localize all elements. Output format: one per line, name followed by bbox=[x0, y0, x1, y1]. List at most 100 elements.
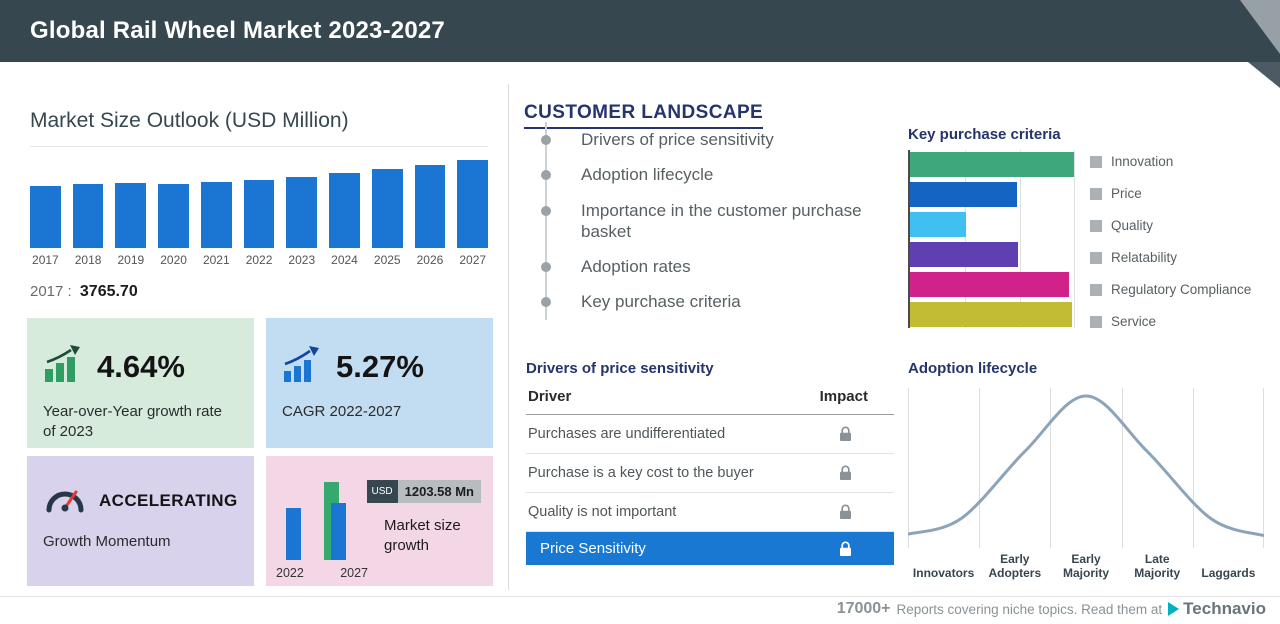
cagr-value: 5.27% bbox=[336, 348, 424, 384]
impact-column-header: Impact bbox=[819, 388, 868, 405]
market-bar-group: 2024 bbox=[329, 151, 360, 267]
market-bar-group: 2025 bbox=[371, 151, 403, 267]
market-size-chart: 2017 2018 2019 2020 2021 2022 2023 2024 2025 2026… bbox=[30, 146, 489, 267]
market-bar bbox=[371, 169, 403, 248]
legend-label: Regulatory Compliance bbox=[1111, 282, 1252, 297]
mini-bar-2027 bbox=[331, 503, 346, 560]
market-bar-year-label: 2024 bbox=[331, 253, 358, 267]
gridline bbox=[1050, 388, 1051, 548]
market-bar-year-label: 2018 bbox=[74, 253, 102, 267]
criteria-bar bbox=[910, 302, 1072, 327]
market-bar bbox=[243, 180, 275, 248]
legend-item: Quality bbox=[1090, 218, 1251, 233]
driver-label: Quality is not important bbox=[528, 504, 677, 520]
criteria-bar bbox=[910, 152, 1074, 177]
lock-icon bbox=[839, 465, 852, 481]
gridline bbox=[1263, 388, 1264, 548]
legend-label: Innovation bbox=[1111, 154, 1174, 169]
legend-item: Relatability bbox=[1090, 250, 1251, 265]
market-bar bbox=[30, 186, 61, 248]
growth-card-label: Market size growth bbox=[384, 517, 461, 555]
cagr-card-top: 5.27% bbox=[282, 344, 477, 389]
yoy-label: Year-over-Year growth rate of 2023 bbox=[43, 403, 222, 441]
ribbon-fold-icon bbox=[1240, 0, 1280, 54]
technavio-logo[interactable]: Technavio bbox=[1168, 599, 1266, 619]
base-year-label: 2017 : bbox=[30, 283, 72, 300]
stat-cards: 4.64% Year-over-Year growth rate of 2023… bbox=[27, 318, 493, 586]
legend-label: Relatability bbox=[1111, 250, 1178, 265]
lifecycle-stage-label: Early Majority bbox=[1063, 552, 1110, 581]
market-bar-year-label: 2019 bbox=[117, 253, 145, 267]
criteria-bars bbox=[910, 150, 1080, 327]
footer: 17000+ Reports covering niche topics. Re… bbox=[837, 599, 1266, 619]
legend-item: Regulatory Compliance bbox=[1090, 282, 1251, 297]
driver-column-header: Driver bbox=[528, 388, 572, 405]
customer-landscape-item: Adoption rates bbox=[541, 249, 882, 284]
gridline bbox=[908, 388, 909, 548]
market-bar-group: 2021 bbox=[200, 151, 232, 267]
yoy-card-top: 4.64% bbox=[43, 344, 238, 389]
growth-momentum-card: ACCELERATING Growth Momentum bbox=[27, 456, 254, 586]
footer-divider bbox=[0, 596, 1280, 597]
gridline bbox=[979, 388, 980, 548]
customer-landscape-item: Drivers of price sensitivity bbox=[541, 122, 882, 157]
lifecycle-stage-label: Early Adopters bbox=[988, 552, 1042, 581]
gridline bbox=[965, 150, 966, 328]
criteria-legend: Innovation Price Quality Relatability Regula… bbox=[1090, 154, 1251, 329]
gridline bbox=[1074, 150, 1075, 328]
section-divider bbox=[508, 84, 509, 590]
mini-bar-chart bbox=[280, 480, 366, 560]
legend-label: Service bbox=[1111, 314, 1157, 329]
badge-amount: 1203.58 Mn bbox=[397, 480, 481, 503]
customer-landscape-item: Adoption lifecycle bbox=[541, 157, 882, 192]
market-bar-group: 2026 bbox=[414, 151, 446, 267]
gridline bbox=[1122, 388, 1123, 548]
base-year-value: 3765.70 bbox=[79, 283, 138, 300]
legend-marker-icon bbox=[1090, 315, 1102, 328]
momentum-title: ACCELERATING bbox=[99, 490, 238, 510]
play-triangle-icon bbox=[1168, 602, 1180, 616]
market-bar-year-label: 2026 bbox=[416, 253, 444, 267]
legend-item: Innovation bbox=[1090, 154, 1251, 169]
yoy-growth-card: 4.64% Year-over-Year growth rate of 2023 bbox=[27, 318, 254, 448]
market-bar-year-label: 2022 bbox=[245, 253, 273, 267]
lifecycle-stage-label: Innovators bbox=[912, 566, 975, 581]
market-bar bbox=[158, 184, 189, 248]
page-title: Global Rail Wheel Market 2023-2027 bbox=[30, 17, 445, 44]
driver-row: Purchase is a key cost to the buyer bbox=[526, 454, 894, 493]
key-purchase-criteria-chart bbox=[908, 150, 1080, 328]
market-bar-group: 2023 bbox=[286, 151, 318, 267]
market-bar-group: 2027 bbox=[457, 151, 489, 267]
market-bar-year-label: 2027 bbox=[459, 253, 487, 267]
header-ribbon: Global Rail Wheel Market 2023-2027 bbox=[0, 0, 1280, 62]
market-size-growth-card: USD 1203.58 Mn 2022 2027 Market size gro… bbox=[266, 456, 493, 586]
driver-row: Quality is not important bbox=[526, 493, 894, 532]
driver-label: Purchases are undifferentiated bbox=[528, 426, 726, 442]
market-bar-group: 2018 bbox=[72, 151, 104, 267]
market-size-title: Market Size Outlook (USD Million) bbox=[30, 109, 349, 133]
mini-chart-years: 2022 2027 bbox=[276, 566, 368, 580]
market-bar bbox=[200, 182, 232, 248]
customer-landscape-title: CUSTOMER LANDSCAPE bbox=[524, 102, 764, 129]
mini-year-end: 2027 bbox=[340, 566, 368, 580]
gridline bbox=[1193, 388, 1194, 548]
ribbon-fold-shadow-icon bbox=[1248, 62, 1280, 88]
market-bar-year-label: 2020 bbox=[160, 253, 187, 267]
drivers-table-body: Purchases are undifferentiated Purchase i… bbox=[526, 415, 894, 532]
legend-label: Quality bbox=[1111, 218, 1154, 233]
lifecycle-stage-label: Late Majority bbox=[1134, 552, 1181, 581]
usd-badge: USD 1203.58 Mn bbox=[366, 480, 481, 503]
market-bar bbox=[72, 184, 104, 248]
legend-label: Price bbox=[1111, 186, 1142, 201]
criteria-bar bbox=[910, 242, 1018, 267]
driver-label: Purchase is a key cost to the buyer bbox=[528, 465, 754, 481]
market-bar bbox=[286, 177, 318, 248]
customer-landscape-list: Drivers of price sensitivity Adoption lif… bbox=[541, 122, 882, 320]
market-bar bbox=[115, 183, 147, 248]
base-year-callout: 2017 : 3765.70 bbox=[30, 283, 138, 301]
legend-marker-icon bbox=[1090, 283, 1102, 296]
drivers-table: Driver Impact Purchases are undifferenti… bbox=[526, 382, 894, 565]
gridline bbox=[1020, 150, 1021, 328]
lock-icon bbox=[839, 504, 852, 520]
